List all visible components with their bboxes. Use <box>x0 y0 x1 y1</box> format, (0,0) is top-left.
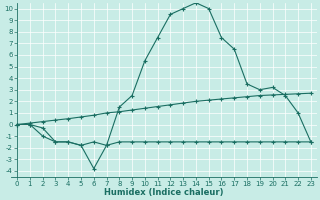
X-axis label: Humidex (Indice chaleur): Humidex (Indice chaleur) <box>104 188 224 197</box>
